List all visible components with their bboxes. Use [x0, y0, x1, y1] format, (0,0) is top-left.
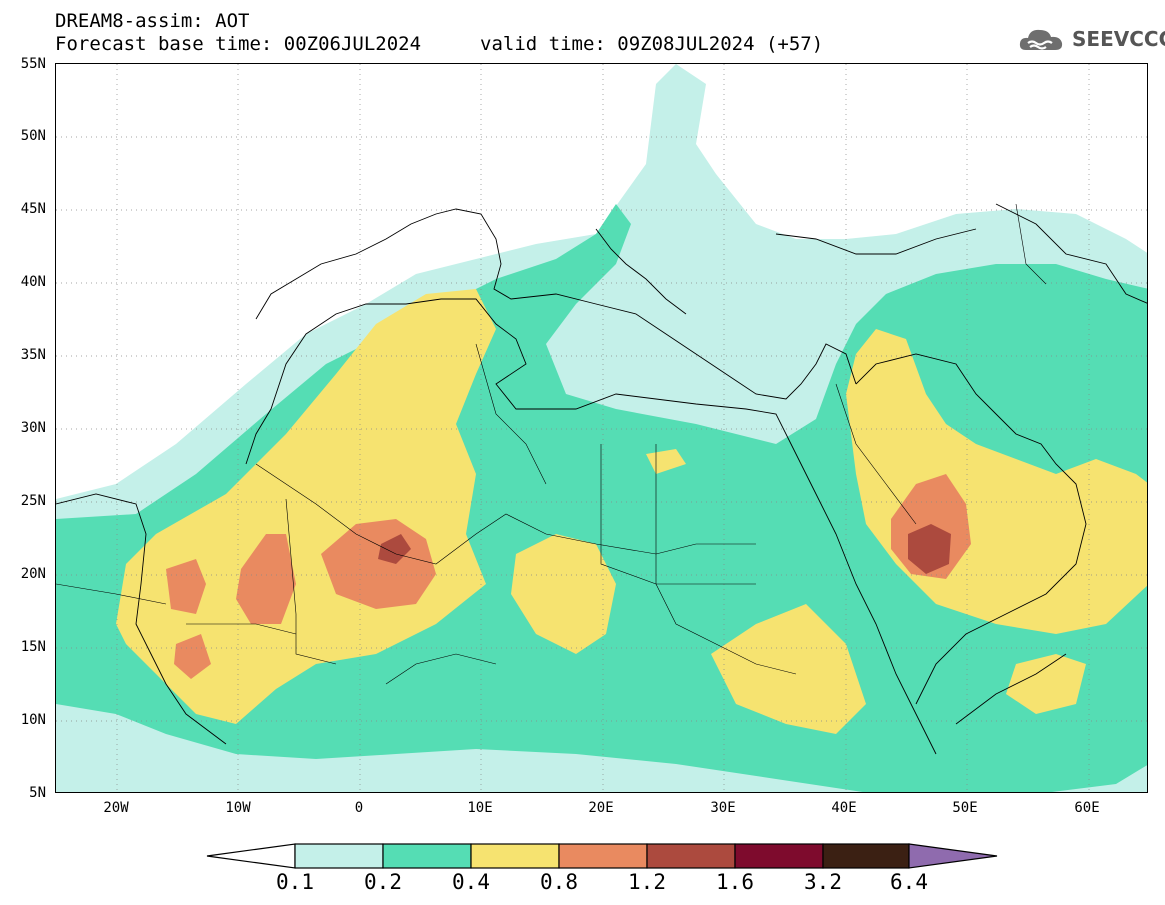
lat-label: 40N — [20, 274, 46, 290]
aot-map — [55, 63, 1148, 793]
colorbar-high-arrow — [908, 843, 998, 869]
lat-label: 30N — [20, 420, 46, 436]
lon-label: 50E — [952, 800, 978, 816]
colorbar-label: 1.6 — [716, 870, 754, 894]
lon-label: 40E — [831, 800, 857, 816]
lat-label: 55N — [20, 56, 46, 72]
colorbar-label: 0.4 — [452, 870, 490, 894]
lat-label: 20N — [20, 566, 46, 582]
colorbar-label: 6.4 — [890, 870, 928, 894]
colorbar-box — [734, 843, 824, 869]
lon-label: 0 — [354, 800, 364, 816]
colorbar-svg — [206, 843, 998, 869]
logo-text: SEEVCCC — [1072, 27, 1165, 51]
lon-label: 60E — [1074, 800, 1100, 816]
lat-label: 5N — [29, 785, 46, 801]
aot-contour-0.8 — [166, 474, 971, 679]
colorbar-box — [558, 843, 648, 869]
colorbar-label: 0.1 — [276, 870, 314, 894]
lat-label: 25N — [20, 493, 46, 509]
aot-map-canvas — [56, 64, 1147, 792]
colorbar-box — [646, 843, 736, 869]
lat-label: 15N — [20, 639, 46, 655]
country-borders — [56, 203, 1047, 685]
cloud-logo-icon — [1019, 29, 1063, 50]
lon-label: 10W — [225, 800, 251, 816]
lon-label: 20W — [103, 800, 129, 816]
colorbar-label: 0.2 — [364, 870, 402, 894]
coastlines — [56, 203, 1147, 755]
chart-title: DREAM8-assim: AOT — [55, 10, 250, 32]
colorbar-label: 3.2 — [804, 870, 842, 894]
lon-label: 30E — [710, 800, 736, 816]
lat-label: 45N — [20, 201, 46, 217]
colorbar-label: 0.8 — [540, 870, 578, 894]
colorbar-box — [470, 843, 560, 869]
lon-label: 10E — [467, 800, 493, 816]
colorbar-low-arrow — [206, 843, 296, 869]
seevccc-logo: SEEVCCC — [1018, 24, 1165, 54]
grid-lines — [56, 64, 1147, 792]
forecast-base-time: Forecast base time: 00Z06JUL2024 — [55, 33, 422, 55]
colorbar-box — [294, 843, 384, 869]
lon-label: 20E — [588, 800, 614, 816]
aot-contour-1.2 — [378, 524, 951, 574]
colorbar-box — [382, 843, 472, 869]
colorbar-box — [822, 843, 910, 869]
colorbar-label: 1.2 — [628, 870, 666, 894]
colorbar — [205, 842, 1000, 874]
lat-label: 10N — [20, 712, 46, 728]
lat-label: 35N — [20, 347, 46, 363]
valid-time: valid time: 09Z08JUL2024 (+57) — [480, 33, 824, 55]
lat-label: 50N — [20, 128, 46, 144]
